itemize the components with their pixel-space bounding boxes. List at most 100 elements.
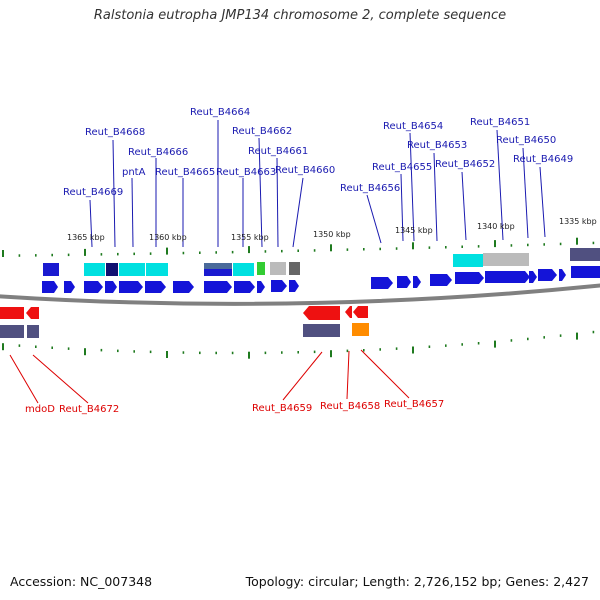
leader-line [433, 152, 438, 242]
gene-label-reut-b4658: Reut_B4658 [320, 401, 380, 412]
gene-arrow [303, 306, 340, 320]
gene-label-reut-b4650: Reut_B4650 [496, 135, 556, 146]
gene-arrow [455, 272, 484, 284]
scale-label: 1345 kbp [395, 226, 433, 235]
gene-label-reut-b4653: Reut_B4653 [407, 140, 467, 151]
feature-box [483, 253, 529, 266]
gene-label-reut-b4657: Reut_B4657 [384, 399, 444, 410]
gene-arrow [84, 281, 103, 293]
minus-strand-labels: mdoD Reut_B4672 Reut_B4659 Reut_B4658 Re… [25, 399, 444, 415]
feature-box [204, 269, 232, 276]
leader-line [360, 349, 410, 399]
gene-arrow [571, 266, 600, 278]
leader-line [131, 177, 134, 248]
feature-box [146, 263, 168, 276]
gene-arrow [559, 269, 566, 281]
bottom-tick-marks [2, 330, 595, 359]
feature-box [289, 262, 300, 275]
topology-text: Topology: circular; Length: 2,726,152 bp… [245, 574, 589, 589]
map-title: Ralstonia eutropha JMP134 chromosome 2, … [93, 8, 507, 23]
feature-box [570, 248, 600, 261]
leader-line [496, 129, 504, 241]
leader-line [32, 354, 89, 404]
gene-label-reut-b4664: Reut_B4664 [190, 107, 250, 118]
gene-arrow [234, 281, 255, 293]
leader-line [9, 354, 39, 404]
feature-box [270, 262, 286, 275]
gene-arrow [257, 281, 265, 293]
plus-leader-lines [89, 120, 546, 248]
leader-line [282, 351, 323, 401]
gene-label-reut-b4662: Reut_B4662 [232, 126, 292, 137]
plus-strand-labels: Reut_B4669 Reut_B4668 pntA Reut_B4666 Re… [63, 107, 573, 198]
leader-line [258, 137, 263, 248]
gene-label-reut-b4668: Reut_B4668 [85, 127, 145, 138]
leader-line [346, 350, 350, 400]
gene-arrow [397, 276, 411, 288]
gene-arrow [105, 281, 117, 293]
gene-label-reut-b4665: Reut_B4665 [155, 167, 215, 178]
gene-arrow [289, 280, 299, 292]
feature-box [43, 263, 59, 276]
gene-arrow [345, 306, 352, 318]
gene-arrow [353, 306, 368, 318]
plus-strand-genes [42, 266, 600, 293]
gene-arrow [42, 281, 58, 293]
gene-arrow [430, 274, 452, 286]
feature-box [84, 263, 105, 276]
gene-label-reut-b4652: Reut_B4652 [435, 159, 495, 170]
feature-box [257, 262, 265, 275]
feature-box [0, 325, 24, 338]
scale-label: 1340 kbp [477, 222, 515, 231]
scale-label: 1360 kbp [149, 233, 187, 242]
gene-arrow [413, 276, 421, 288]
leader-line [276, 157, 279, 248]
gene-arrow [529, 271, 537, 283]
leader-line [112, 139, 116, 248]
feature-box [233, 263, 254, 276]
plus-feature-boxes [43, 248, 600, 276]
gene-label-reut-b4669: Reut_B4669 [63, 187, 123, 198]
gene-label-reut-b4655: Reut_B4655 [372, 162, 432, 173]
gene-arrow [0, 307, 24, 319]
scale-label: 1355 kbp [231, 233, 269, 242]
minus-strand-genes [0, 306, 368, 320]
gene-label-reut-b4654: Reut_B4654 [383, 121, 443, 132]
gene-label-reut-b4663: Reut_B4663 [216, 167, 276, 178]
gene-arrow [271, 280, 287, 292]
gene-label-reut-b4651: Reut_B4651 [470, 117, 530, 128]
gene-arrow [204, 281, 232, 293]
top-tick-marks [2, 237, 595, 257]
gene-label-reut-b4649: Reut_B4649 [513, 154, 573, 165]
scale-label: 1350 kbp [313, 230, 351, 239]
leader-line [461, 171, 467, 241]
gene-label-mdod: mdoD [25, 404, 55, 415]
leader-line [539, 166, 546, 238]
feature-box [303, 324, 340, 337]
gene-label-reut-b4666: Reut_B4666 [128, 147, 188, 158]
gene-arrow [145, 281, 166, 293]
gene-arrow [173, 281, 194, 293]
feature-box [453, 254, 483, 267]
gene-arrow [538, 269, 557, 281]
scale-labels: 1365 kbp 1360 kbp 1355 kbp 1350 kbp 1345… [67, 217, 597, 242]
minus-feature-boxes [0, 323, 369, 338]
gene-label-reut-b4659: Reut_B4659 [252, 403, 312, 414]
gene-label-pnta: pntA [122, 167, 146, 178]
scale-label: 1335 kbp [559, 217, 597, 226]
feature-box [204, 263, 232, 269]
minus-leader-lines [9, 349, 410, 404]
gene-label-reut-b4660: Reut_B4660 [275, 165, 335, 176]
feature-box [106, 263, 118, 276]
gene-arrow [64, 281, 75, 293]
feature-box [27, 325, 39, 338]
leader-line [89, 199, 93, 248]
leader-line [522, 147, 529, 239]
leader-line [400, 173, 404, 242]
gene-label-reut-b4656: Reut_B4656 [340, 183, 400, 194]
gene-label-reut-b4672: Reut_B4672 [59, 404, 119, 415]
chromosome-backbone [0, 283, 600, 306]
scale-label: 1365 kbp [67, 233, 105, 242]
feature-box [352, 323, 369, 336]
